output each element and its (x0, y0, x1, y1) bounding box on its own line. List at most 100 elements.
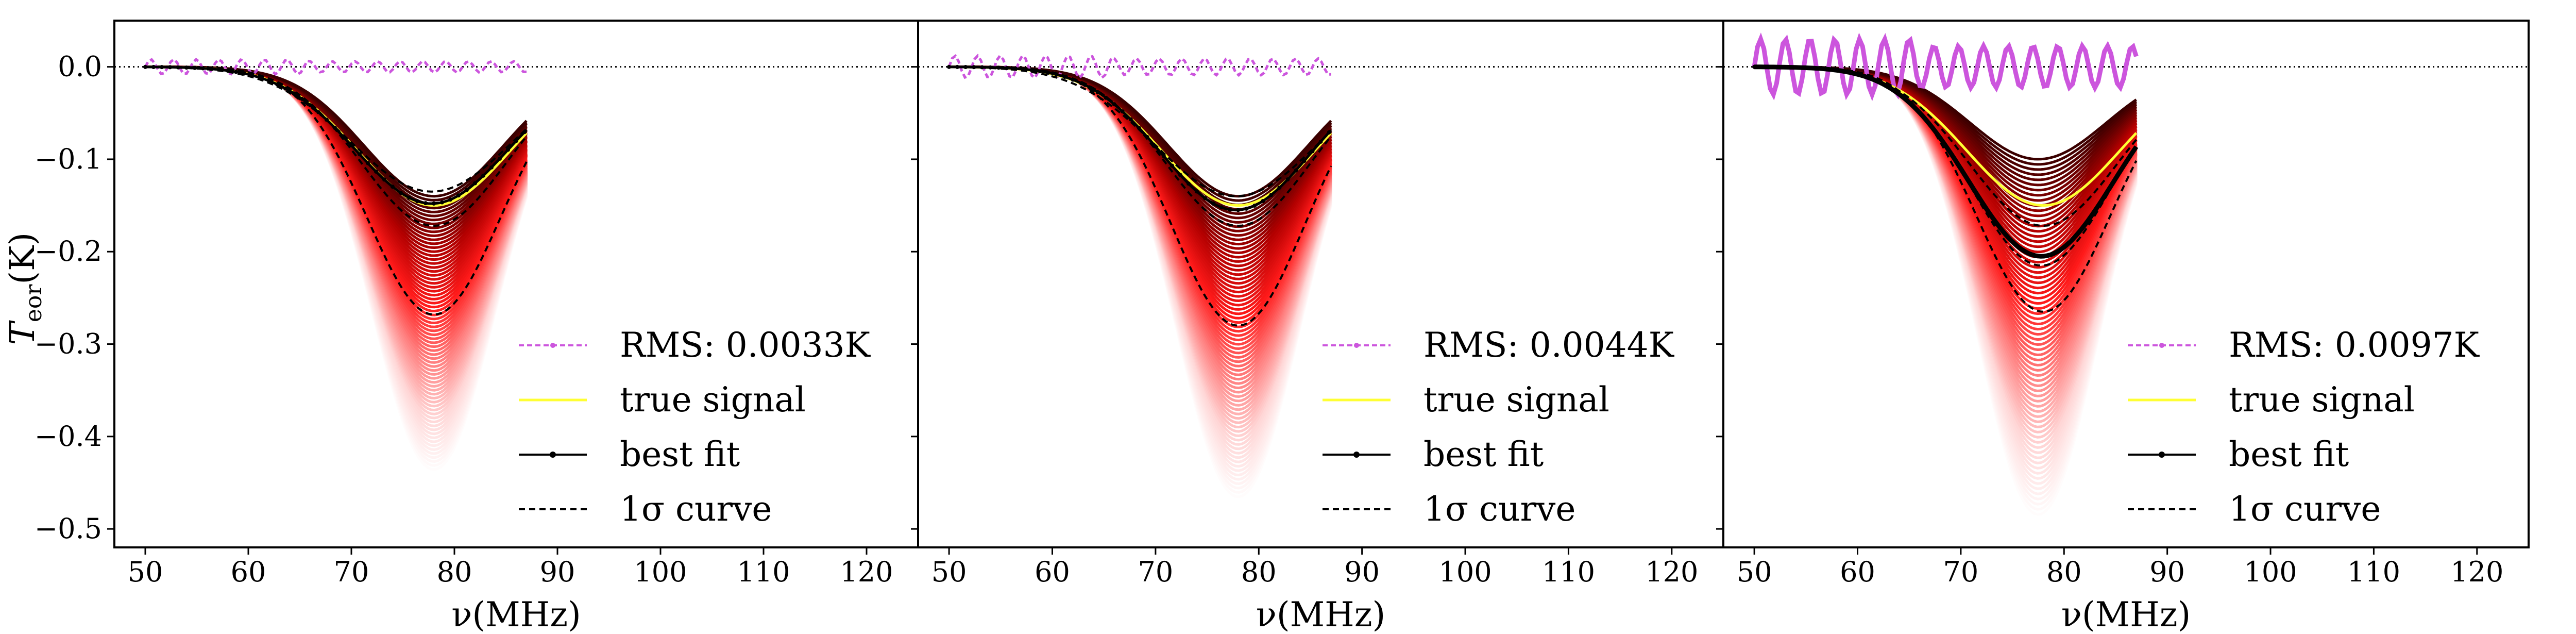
best-fit-point (1013, 66, 1018, 71)
plot-area (918, 54, 1723, 503)
legend-marker (2159, 452, 2165, 458)
best-fit-point (1802, 65, 1806, 70)
y-tick-label: −0.3 (35, 328, 102, 360)
best-fit-point (2074, 233, 2079, 238)
best-fit-point (1752, 64, 1757, 69)
best-fit-point (1219, 205, 1224, 210)
legend-entry: 1σ curve (2128, 489, 2381, 529)
best-fit-point (1112, 102, 1116, 107)
x-tick-label: 90 (2149, 556, 2185, 588)
best-fit-point (2025, 250, 2029, 255)
best-fit-point (176, 65, 180, 70)
legend-entry: best fit (519, 435, 740, 474)
x-tick-label: 60 (1840, 556, 1875, 588)
best-fit-markers (1752, 64, 2137, 259)
best-fit-point (2091, 211, 2095, 216)
best-fit-point (1269, 193, 1274, 197)
best-fit-point (972, 65, 976, 70)
best-fit-point (391, 185, 395, 189)
legend-entry: 1σ curve (519, 489, 772, 529)
x-tick-label: 100 (634, 556, 687, 588)
legend-label: RMS: 0.0097K (2229, 325, 2480, 365)
panel-2: 50 60 70 80 90 100 110 120 ν(MHz) RMS: 0.0044K tru… (911, 20, 1724, 634)
x-tick-label: 90 (1344, 556, 1380, 588)
best-fit-point (1909, 102, 1913, 107)
best-fit-point (1038, 69, 1042, 74)
best-fit-point (259, 76, 263, 80)
best-fit-point (382, 177, 386, 182)
best-fit-point (1942, 141, 1946, 146)
legend-entry: true signal (1323, 380, 1609, 420)
best-fit-point (325, 118, 329, 122)
best-fit-point (1071, 77, 1075, 82)
legend-entry: RMS: 0.0033K (519, 325, 871, 365)
sigma-band-curves (949, 65, 1332, 503)
best-fit-point (456, 193, 461, 198)
legend: RMS: 0.0033K true signal best fit 1σ curve (519, 325, 871, 529)
best-fit-point (996, 65, 1001, 70)
best-fit-point (1079, 81, 1083, 86)
best-fit-point (242, 71, 246, 76)
legend-marker (1354, 343, 1359, 348)
best-fit-point (1851, 71, 1856, 76)
best-fit-point (432, 201, 436, 206)
best-fit-point (1950, 154, 1955, 158)
x-tick-label: 80 (437, 556, 472, 588)
best-fit-point (481, 173, 485, 178)
best-fit-point (1252, 204, 1257, 208)
best-fit-point (1310, 149, 1315, 154)
x-tick-label: 50 (1737, 556, 1772, 588)
best-fit-point (947, 64, 952, 69)
best-fit-markers (947, 64, 1331, 212)
panel-frame (113, 20, 919, 548)
residual-curve (1752, 32, 2139, 102)
legend: RMS: 0.0097K true signal best fit 1σ curve (2128, 325, 2480, 529)
x-axis-label: ν(MHz) (2061, 595, 2191, 634)
best-fit-point (1760, 64, 1765, 69)
legend-label: best fit (620, 435, 740, 474)
best-fit-point (267, 78, 271, 83)
best-fit-point (2082, 223, 2087, 227)
best-fit-point (1062, 75, 1067, 79)
best-fit-point (407, 195, 411, 200)
best-fit-point (2058, 248, 2062, 253)
best-fit-point (1975, 192, 1979, 197)
best-fit-point (217, 68, 222, 72)
y-tick-label: 0.0 (58, 51, 102, 83)
best-fit-point (341, 134, 345, 139)
best-fit-point (2099, 199, 2104, 204)
x-tick-label: 100 (1438, 556, 1492, 588)
best-fit-markers (143, 64, 527, 206)
best-fit-point (498, 156, 502, 161)
legend-entry: 1σ curve (1323, 489, 1575, 529)
legend-entry: RMS: 0.0044K (1323, 325, 1675, 365)
best-fit-point (1785, 65, 1790, 70)
y-ticks (1716, 66, 1723, 530)
plot-area (1723, 32, 2529, 521)
x-tick-label: 50 (128, 556, 163, 588)
best-fit-point (349, 143, 353, 147)
best-fit-point (1294, 168, 1298, 173)
best-fit-point (1318, 139, 1323, 144)
legend-marker (1353, 452, 1360, 458)
legend-entry: true signal (519, 380, 806, 420)
best-fit-point (1302, 159, 1307, 163)
x-axis-label: ν(MHz) (1256, 595, 1386, 634)
best-fit-point (358, 152, 362, 157)
best-fit-point (160, 65, 164, 70)
best-fit-point (489, 165, 494, 170)
x-tick-label: 50 (931, 556, 967, 588)
best-fit-point (1810, 66, 1815, 71)
y-ticks (911, 66, 918, 530)
best-fit-point (1145, 135, 1149, 139)
best-fit-point (209, 66, 213, 71)
best-fit-point (2132, 147, 2137, 152)
best-fit-point (2049, 252, 2054, 257)
best-fit-point (1104, 95, 1108, 100)
best-fit-point (1029, 68, 1034, 72)
best-fit-point (374, 169, 378, 174)
best-fit-point (1835, 68, 1839, 73)
best-fit-point (2000, 228, 2005, 232)
legend-label: 1σ curve (1423, 489, 1575, 529)
